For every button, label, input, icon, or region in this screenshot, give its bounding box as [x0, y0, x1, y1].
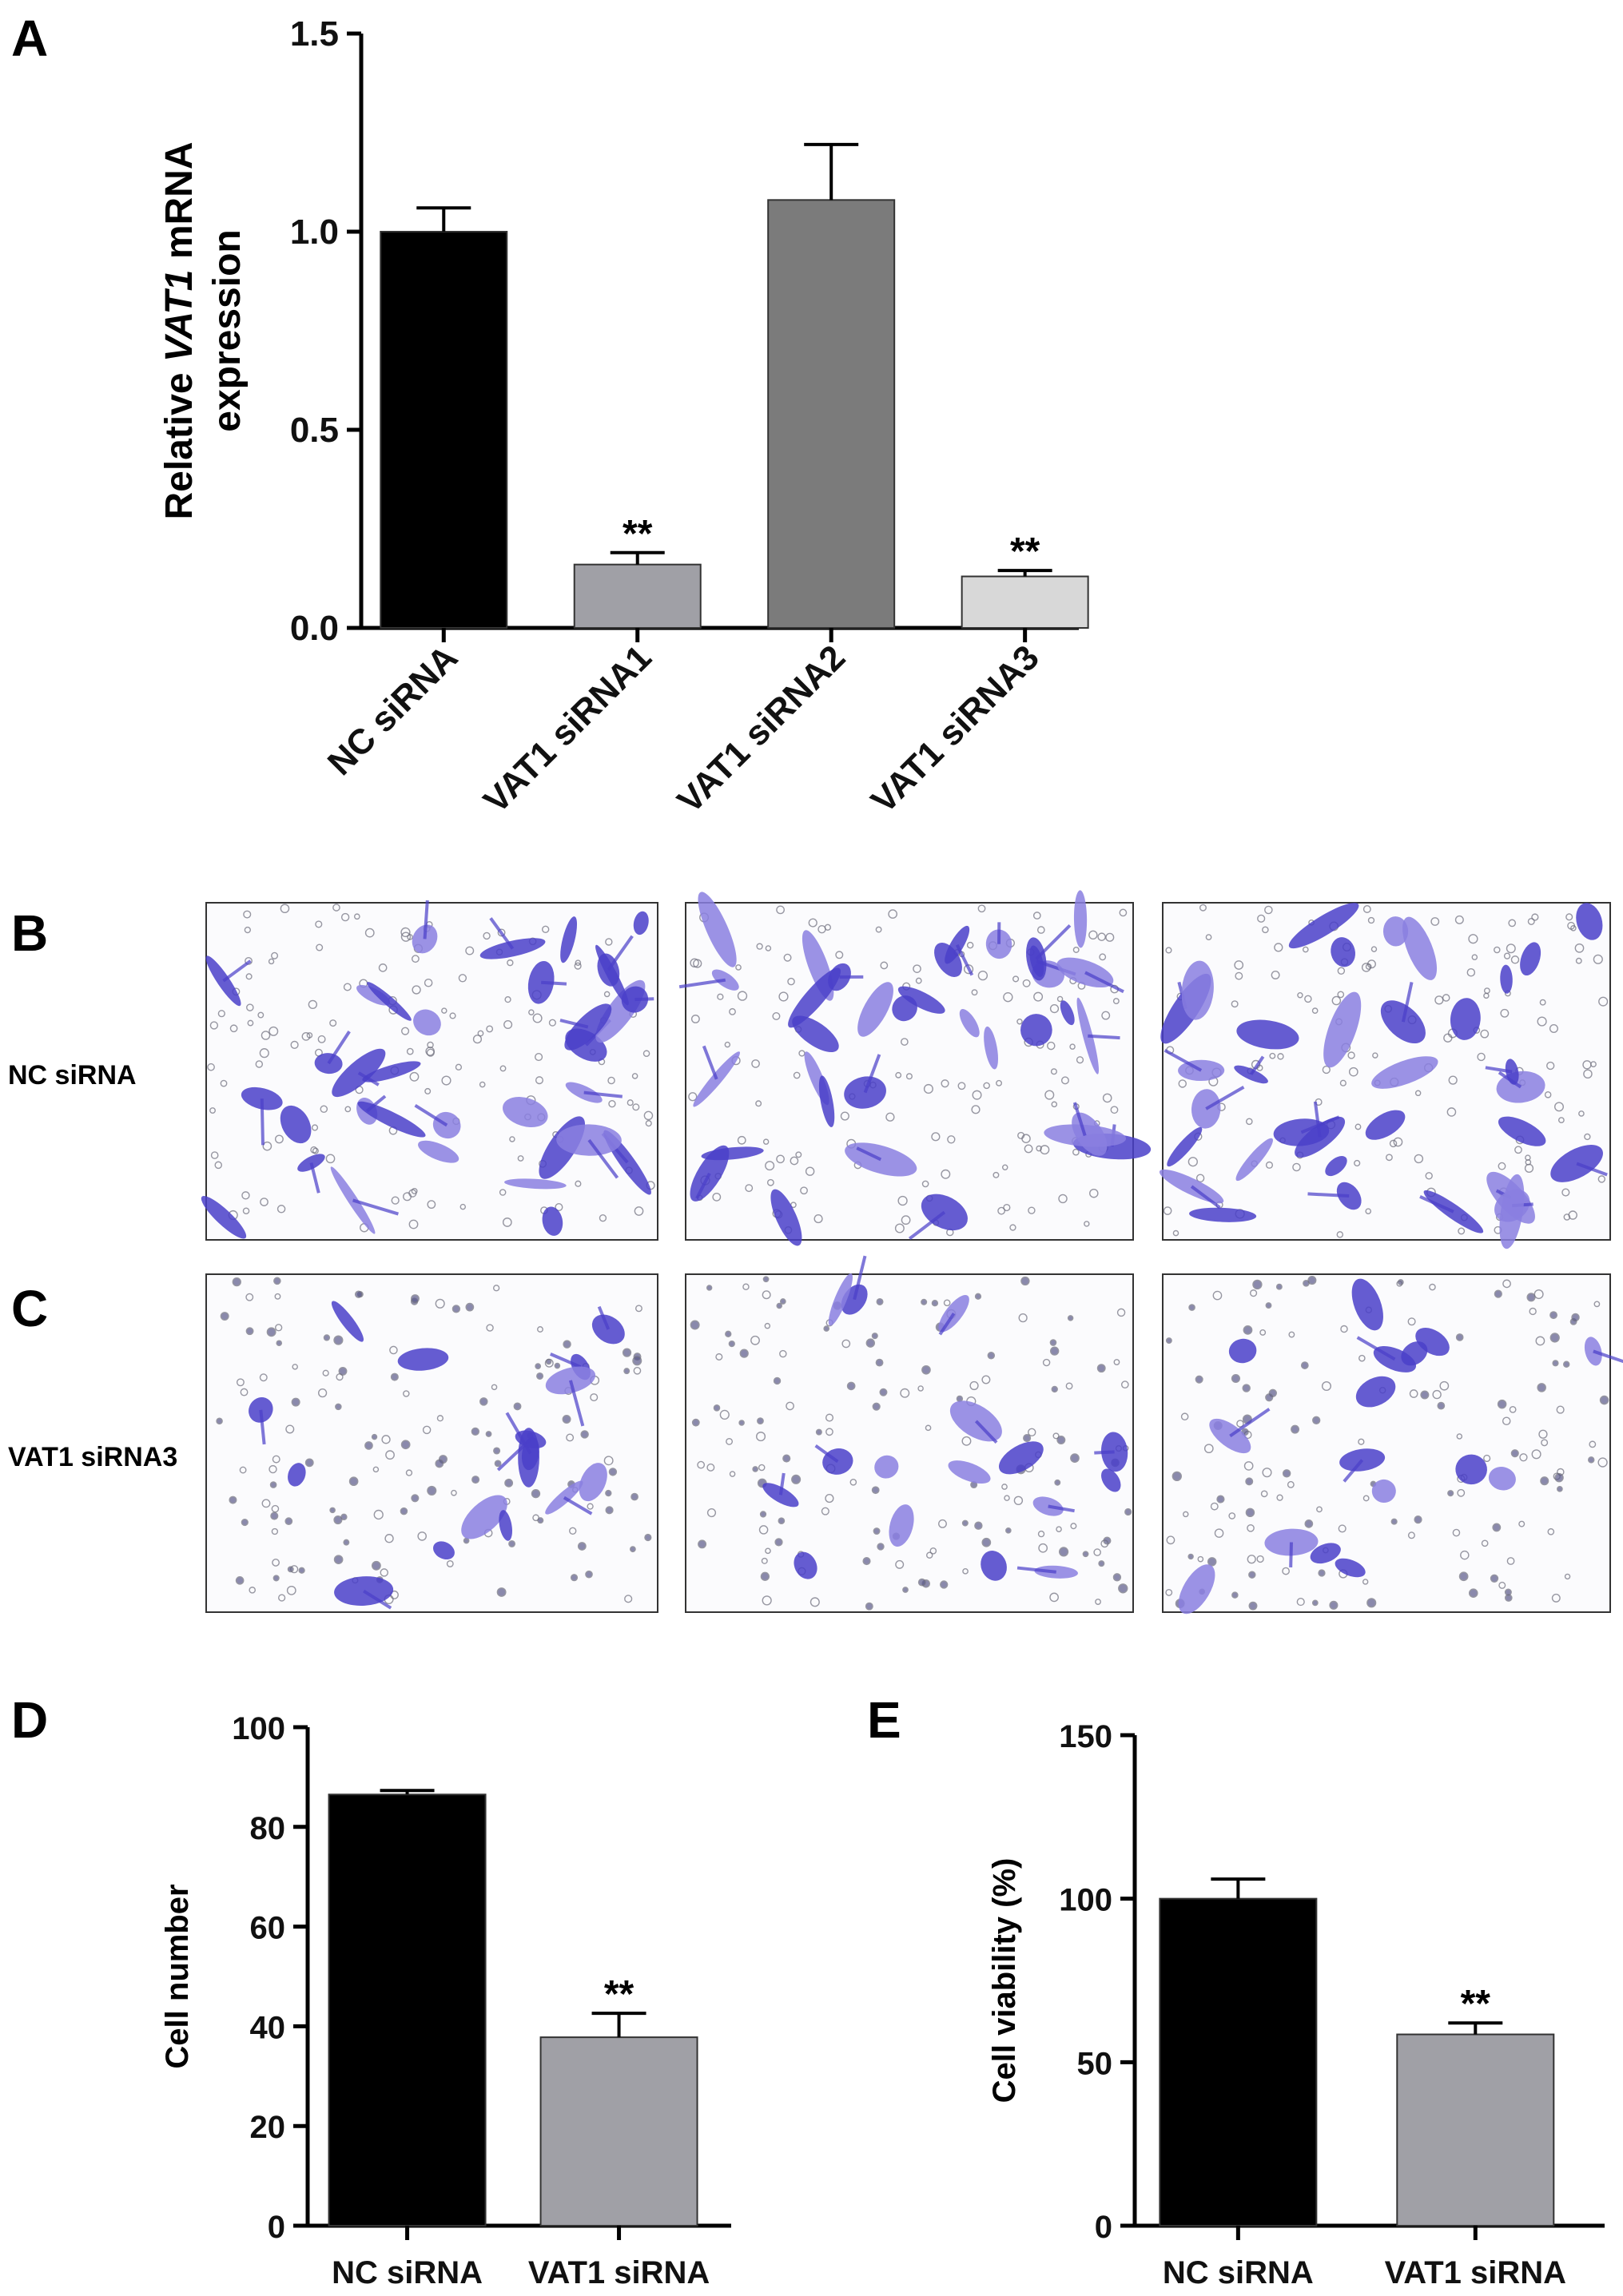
y-tick-label-d: 40	[250, 2010, 286, 2045]
y-tick-label-e: 0	[1095, 2210, 1112, 2245]
y-tick-label-e: 100	[1059, 1883, 1112, 1918]
y-tick-label-d: 60	[250, 1911, 286, 1946]
significance-e-2: **	[1461, 1983, 1491, 2025]
bar-a-1	[380, 231, 508, 629]
y-tick-label-a: 0.5	[290, 411, 339, 450]
panel-letter-e: E	[867, 1691, 901, 1749]
micrograph-vat1-sirna3-3	[1162, 1273, 1623, 1615]
bar-d-2	[539, 2036, 698, 2226]
y-tick-label-d: 100	[232, 1711, 285, 1746]
y-axis-title-line2-a: expression	[206, 229, 249, 431]
category-label-a-2: VAT1 siRNA1	[476, 638, 659, 820]
bar-e-2	[1396, 2033, 1555, 2227]
significance-a-2: **	[623, 513, 653, 555]
category-label-e-2: VAT1 siRNA	[1385, 2255, 1566, 2290]
micrograph-vat1-sirna3-1	[205, 1273, 658, 1613]
y-tick-label-a: 1.5	[290, 14, 339, 54]
category-label-a-1: NC siRNA	[320, 638, 466, 783]
panel-letter-c: C	[11, 1280, 48, 1337]
y-axis-title-d: Cell number	[160, 1884, 195, 2068]
y-tick-label-a: 1.0	[290, 213, 339, 252]
bar-a-3	[767, 199, 896, 629]
y-tick-label-a: 0.0	[290, 609, 339, 648]
micrograph-vat1-sirna3-2	[685, 1255, 1134, 1613]
category-label-a-3: VAT1 siRNA2	[670, 638, 853, 820]
y-tick-label-d: 80	[250, 1811, 286, 1846]
row-label-nc-sirna: NC siRNA	[8, 1060, 137, 1090]
significance-a-4: **	[1010, 530, 1040, 573]
micrograph-nc-sirna-1	[201, 900, 658, 1241]
y-tick-label-e: 50	[1077, 2046, 1113, 2081]
category-label-e-1: NC siRNA	[1163, 2255, 1314, 2290]
y-axis-title-a: Relative VAT1 mRNA	[158, 141, 201, 519]
significance-d-2: **	[604, 1973, 634, 2016]
panel-letter-b: B	[11, 904, 48, 962]
micrograph-nc-sirna-2	[678, 890, 1152, 1246]
y-tick-label-e: 150	[1059, 1719, 1112, 1754]
category-label-d-1: NC siRNA	[332, 2255, 483, 2290]
y-tick-label-d: 0	[268, 2210, 285, 2245]
bar-e-1	[1159, 1897, 1318, 2227]
row-label-vat1-sirna3: VAT1 siRNA3	[8, 1442, 177, 1472]
micrograph-grid	[201, 890, 1623, 1615]
panel-letter-d: D	[11, 1691, 48, 1749]
chart-d: 0 20 40 60 80 100 NC siRNA ** VAT1 siRNA Cell num…	[160, 1711, 731, 2290]
y-tick-label-d: 20	[250, 2110, 286, 2145]
bar-d-1	[328, 1794, 487, 2226]
bar-a-2	[573, 563, 702, 630]
y-axis-title-e: Cell viability (%)	[987, 1858, 1022, 2103]
panel-letter-a: A	[11, 10, 48, 67]
micrograph-nc-sirna-3	[1159, 902, 1611, 1249]
chart-a: 0.00.51.01.5NC siRNA**VAT1 siRNA1 VAT1 si…	[158, 14, 1089, 820]
category-label-d-2: VAT1 siRNA	[528, 2255, 710, 2290]
chart-e: 0 50 100 150 NC siRNA ** VAT1 siRNA Cell viabil…	[987, 1719, 1605, 2290]
category-label-a-4: VAT1 siRNA3	[864, 638, 1047, 820]
bar-a-4	[961, 575, 1089, 630]
